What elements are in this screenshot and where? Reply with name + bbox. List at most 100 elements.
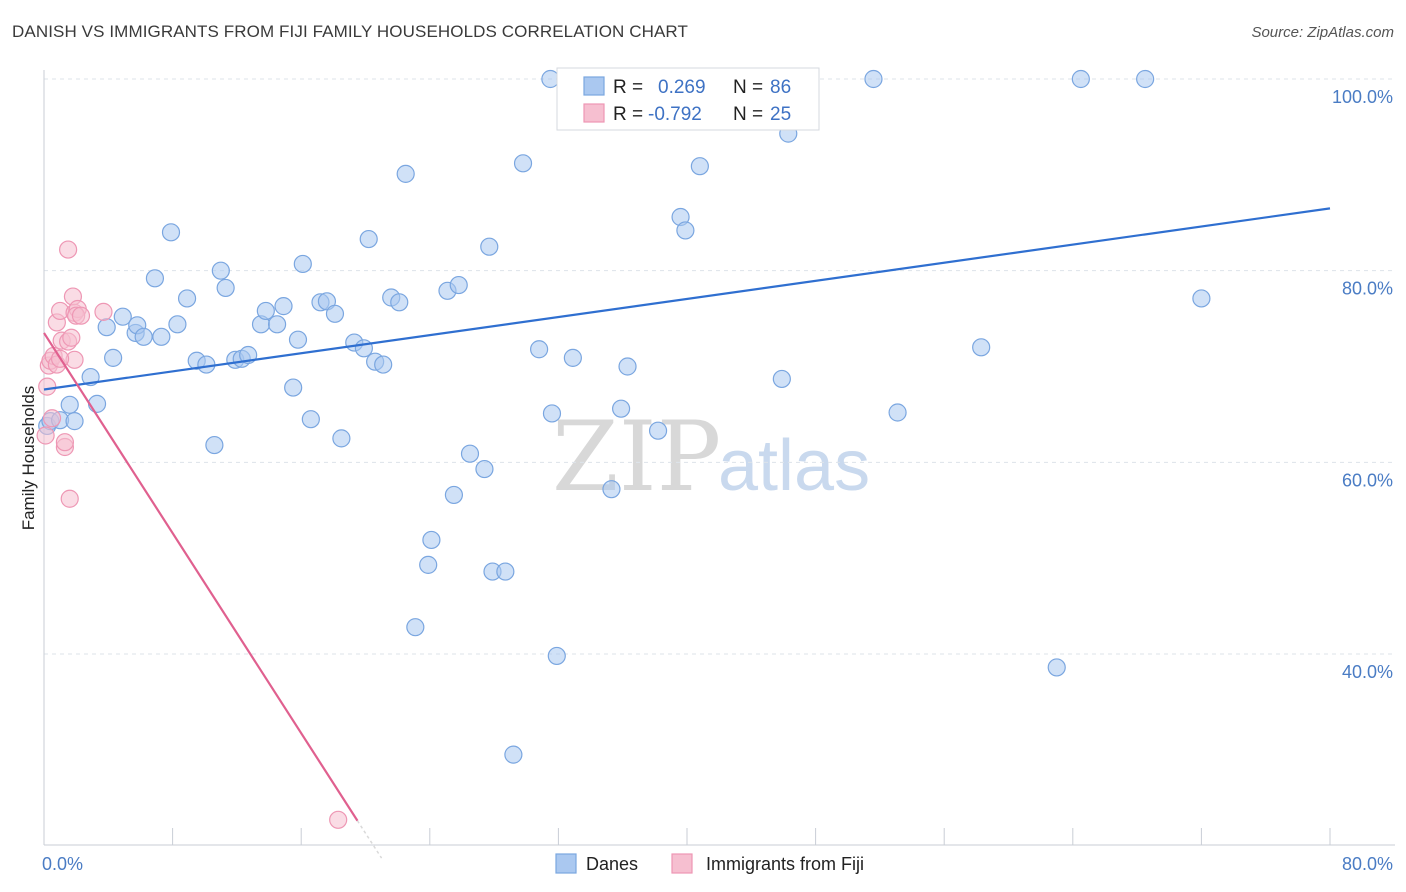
fiji-point <box>59 240 78 259</box>
danes-point <box>513 154 533 173</box>
danes-point <box>547 646 566 666</box>
chart-title: DANISH VS IMMIGRANTS FROM FIJI FAMILY HO… <box>12 22 688 41</box>
danes-point <box>530 340 549 359</box>
danes-point <box>256 301 275 321</box>
danes-point <box>422 530 441 550</box>
danes-point <box>332 429 351 448</box>
danes-point <box>444 485 464 505</box>
y-tick-label: 80.0% <box>1342 279 1393 299</box>
fiji-trend-extension <box>356 820 383 859</box>
fiji-r-label: R = <box>613 104 643 125</box>
fiji-point <box>329 810 348 829</box>
danes-point <box>419 555 438 574</box>
danes-point <box>480 237 499 256</box>
danes-point <box>274 297 293 316</box>
danes-point <box>211 261 230 280</box>
danes-point <box>676 221 695 240</box>
danes-point <box>888 403 907 422</box>
fiji-legend-swatch <box>671 853 693 874</box>
danes-point <box>496 562 515 581</box>
y-axis-label: Family Households <box>19 386 38 531</box>
danes-point <box>460 444 480 463</box>
danes-point <box>284 378 303 397</box>
fiji-swatch <box>583 103 605 123</box>
danes-point <box>972 338 991 357</box>
danes-point <box>65 412 84 431</box>
danes-point <box>602 480 621 499</box>
fiji-n-label: N = <box>733 104 763 125</box>
danes-trend-line <box>43 207 1331 391</box>
x-tick-labels: 0.0% 80.0% <box>42 854 1393 874</box>
danes-point <box>354 339 373 358</box>
danes-point <box>168 315 187 334</box>
danes-r-value: 0.269 <box>658 77 706 98</box>
danes-n-value: 86 <box>770 77 791 98</box>
danes-point <box>504 745 523 764</box>
danes-point <box>113 307 132 326</box>
danes-n-label: N = <box>733 77 763 98</box>
fiji-point <box>38 377 57 396</box>
danes-point <box>97 318 116 337</box>
fiji-point <box>36 426 55 445</box>
danes-point <box>197 355 216 374</box>
danes-swatch <box>583 76 605 96</box>
watermark-atlas: atlas <box>718 426 870 506</box>
danes-point <box>152 327 171 346</box>
fiji-points <box>36 240 348 829</box>
danes-point <box>648 421 668 440</box>
y-tick-label: 100.0% <box>1332 87 1393 107</box>
danes-point <box>1192 289 1211 308</box>
danes-legend-label: Danes <box>586 854 638 874</box>
danes-point <box>60 395 79 414</box>
x-tick-label: 80.0% <box>1342 854 1393 874</box>
fiji-n-value: 25 <box>770 104 791 125</box>
trend-lines <box>43 207 1331 859</box>
stats-legend: R = 0.269 N = 86 R = -0.792 N = 25 <box>556 67 820 131</box>
fiji-point <box>55 433 74 452</box>
gridlines <box>44 78 1395 655</box>
danes-point <box>301 410 320 429</box>
danes-point <box>475 459 494 479</box>
danes-point <box>293 254 312 274</box>
danes-point <box>772 369 791 389</box>
danes-point <box>104 348 123 367</box>
danes-point <box>542 404 562 423</box>
danes-point <box>359 229 378 249</box>
y-tick-label: 40.0% <box>1342 662 1393 682</box>
danes-point <box>325 304 345 323</box>
danes-point <box>288 330 308 349</box>
danes-point <box>690 157 709 176</box>
x-tick-label: 0.0% <box>42 854 83 874</box>
danes-point <box>390 293 409 312</box>
watermark-zip: ZIP <box>552 401 721 513</box>
danes-point <box>1047 658 1066 677</box>
danes-point <box>216 278 235 298</box>
fiji-trend-line <box>43 332 359 822</box>
fiji-point <box>71 306 91 325</box>
danes-point <box>145 269 165 288</box>
danes-point <box>611 399 631 418</box>
danes-point <box>87 394 107 413</box>
danes-point <box>267 315 287 334</box>
danes-point <box>449 275 468 295</box>
danes-legend-swatch <box>555 853 577 874</box>
danes-point <box>161 223 181 242</box>
danes-point <box>563 348 582 367</box>
fiji-point <box>60 489 79 508</box>
danes-point <box>541 69 560 89</box>
danes-point <box>618 357 637 376</box>
x-ticks <box>172 828 1331 845</box>
watermark: ZIP atlas <box>552 401 870 513</box>
danes-point <box>177 289 197 308</box>
fiji-point <box>62 328 81 347</box>
danes-point <box>864 69 883 89</box>
source-credit: Source: ZipAtlas.com <box>1251 24 1394 41</box>
danes-point <box>396 164 415 183</box>
danes-point <box>1071 69 1090 89</box>
y-tick-labels: 100.0% 80.0% 60.0% 40.0% <box>1332 87 1393 682</box>
fiji-r-value: -0.792 <box>648 104 702 125</box>
danes-r-label: R = <box>613 77 643 98</box>
danes-point <box>134 327 153 346</box>
danes-points <box>38 69 1211 764</box>
